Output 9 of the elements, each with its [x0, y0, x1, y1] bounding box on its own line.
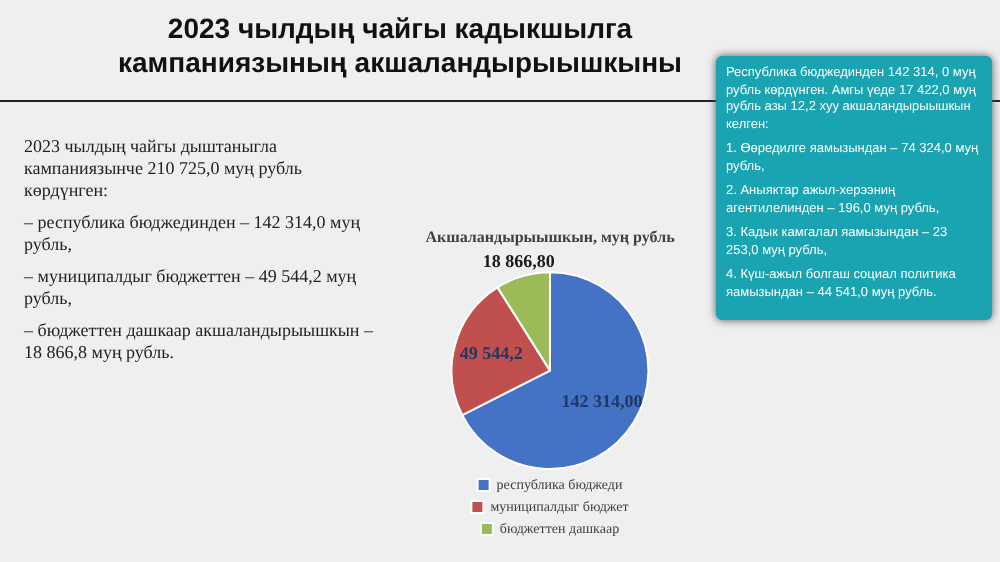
data-label: 18 866,80 [482, 251, 556, 272]
data-label: 49 544,2 [459, 343, 524, 364]
text: – муниципалдыг бюджеттен – 49 544,2 муң рубль, [24, 266, 359, 310]
text: – республика бюджединден – 142 314,0 муң рубль, [24, 212, 363, 256]
text: – бюджеттен дашкаар акшаландырыышкын – 18 866,8 муң рубль. [24, 320, 375, 364]
text: 2023 чылдың чайгы дыштаныгла кампаниязынче 210 725,0 муң рубль көрдүнген: [24, 136, 304, 202]
chart-subtitle: Акшаландырыышкын, муң рубль [425, 227, 677, 246]
data-label: 142 314,00 [561, 391, 644, 412]
chart-title: 2023 чылдың чайгы кадыкшылга кампаниязының акшаландырыышкыны [115, 12, 685, 80]
